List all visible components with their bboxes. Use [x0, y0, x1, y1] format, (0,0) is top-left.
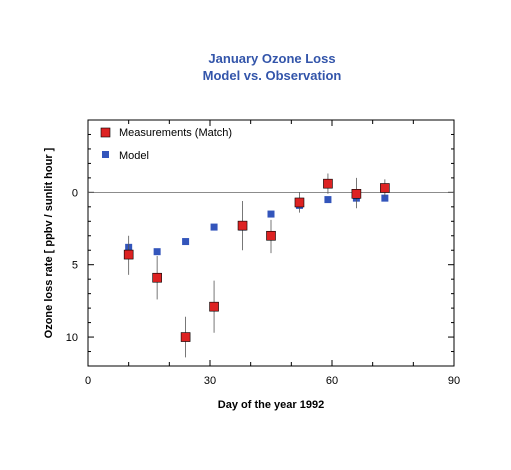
measurement-point	[237, 220, 248, 231]
model-point	[381, 194, 389, 202]
legend: Measurements (Match) Model	[100, 127, 232, 162]
x-tick-label: 30	[204, 375, 216, 387]
model-point	[210, 223, 218, 231]
measurement-point	[380, 183, 390, 193]
y-tick-label: 10	[66, 332, 78, 344]
chart-title: January Ozone Loss	[208, 51, 335, 66]
legend-marker-measurements	[100, 127, 111, 138]
legend-label-measurements: Measurements (Match)	[119, 127, 232, 139]
y-tick-label: 0	[72, 187, 78, 199]
measurement-point	[123, 249, 134, 260]
model-point	[324, 196, 332, 204]
measurement-point	[209, 301, 219, 312]
data-marks	[123, 173, 390, 358]
tick-labels: 0 30 60 90 0 5 10	[66, 187, 460, 387]
measurement-point	[294, 197, 305, 208]
x-tick-label: 90	[448, 375, 460, 387]
chart-subtitle: Model vs. Observation	[203, 68, 342, 83]
measurement-point	[180, 332, 191, 342]
measurement-point	[351, 189, 362, 199]
legend-marker-model	[102, 151, 109, 158]
measurement-point	[323, 178, 333, 189]
x-axis-label: Day of the year 1992	[218, 399, 324, 411]
measurement-point	[152, 272, 162, 283]
x-tick-label: 0	[85, 375, 91, 387]
model-point	[153, 248, 161, 256]
axis-ticks	[87, 120, 455, 367]
y-axis-label: Ozone loss rate [ ppbv / sunlit hour ]	[43, 147, 55, 338]
legend-label-model: Model	[119, 150, 149, 162]
model-point	[267, 210, 275, 218]
model-point	[182, 238, 190, 246]
measurement-point	[266, 230, 276, 241]
y-tick-label: 5	[72, 260, 78, 272]
x-tick-label: 60	[326, 375, 338, 387]
plot-frame	[87, 119, 455, 367]
